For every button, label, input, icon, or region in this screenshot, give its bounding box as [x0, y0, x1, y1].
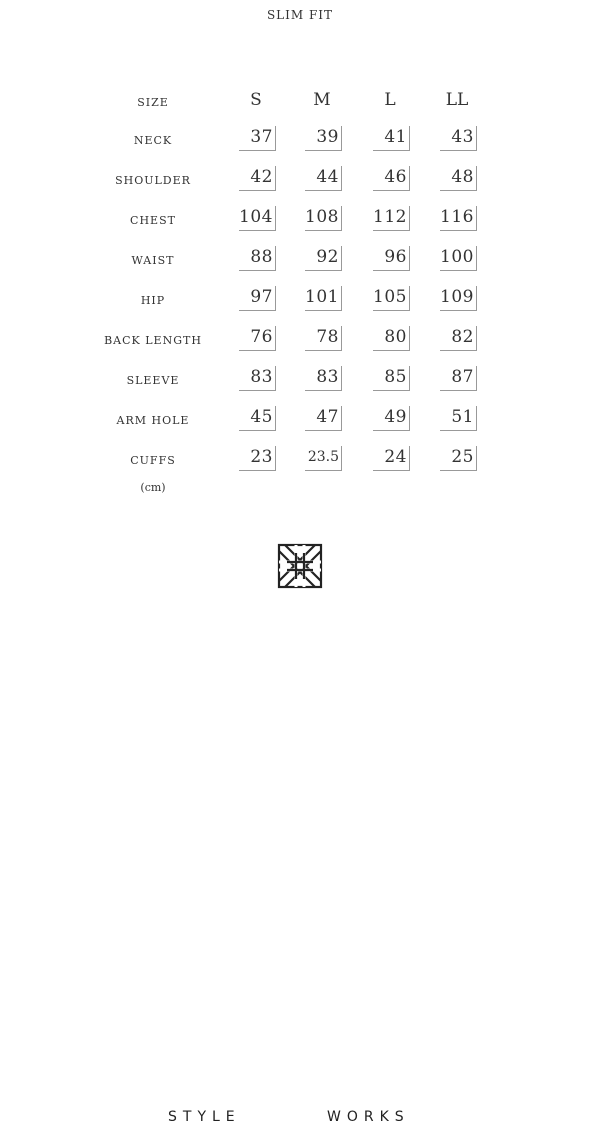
measurement-value: 83: [239, 366, 276, 391]
measurement-row: CUFFS 23 23.5 24 25: [0, 446, 600, 476]
measurement-label: SHOULDER: [115, 174, 191, 187]
size-ll: LL: [445, 90, 469, 110]
woven-cross-logo-icon: [277, 543, 323, 589]
brand-left: STYLE: [168, 1109, 241, 1125]
measurement-value: 83: [305, 366, 342, 391]
brand-right: WORKS: [327, 1109, 410, 1125]
size-header-label: SIZE: [137, 96, 169, 109]
measurement-value: 47: [305, 406, 342, 431]
measurement-label: SLEEVE: [126, 374, 180, 387]
measurement-value: 100: [440, 246, 477, 271]
chart-title: SLIM FIT: [266, 8, 334, 22]
measurement-value: 25: [440, 446, 477, 471]
measurement-value: 49: [373, 406, 410, 431]
measurement-value: 42: [239, 166, 276, 191]
measurement-value: 76: [239, 326, 276, 351]
measurement-value: 85: [373, 366, 410, 391]
measurement-value: 104: [239, 206, 276, 231]
measurement-value: 44: [305, 166, 342, 191]
measurement-value: 23.5: [305, 446, 342, 471]
measurement-label: HIP: [140, 294, 166, 307]
size-s: S: [250, 90, 262, 110]
measurement-row: NECK 37 39 41 43: [0, 126, 600, 156]
measurement-label: BACK LENGTH: [104, 334, 202, 347]
measurement-row: BACK LENGTH 76 78 80 82: [0, 326, 600, 356]
unit-label: (cm): [140, 481, 166, 494]
measurement-label: NECK: [133, 134, 173, 147]
measurement-value: 80: [373, 326, 410, 351]
measurement-label: ARM HOLE: [116, 414, 190, 427]
measurement-value: 48: [440, 166, 477, 191]
measurement-value: 45: [239, 406, 276, 431]
measurement-value: 41: [373, 126, 410, 151]
measurement-row: SHOULDER 42 44 46 48: [0, 166, 600, 196]
measurement-value: 109: [440, 286, 477, 311]
measurement-value: 88: [239, 246, 276, 271]
measurement-value: 105: [373, 286, 410, 311]
size-l: L: [384, 90, 396, 110]
measurement-row: SLEEVE 83 83 85 87: [0, 366, 600, 396]
measurement-value: 97: [239, 286, 276, 311]
measurement-value: 108: [305, 206, 342, 231]
measurement-value: 43: [440, 126, 477, 151]
measurement-value: 39: [305, 126, 342, 151]
measurement-value: 37: [239, 126, 276, 151]
measurement-row: HIP 97 101 105 109: [0, 286, 600, 316]
measurement-value: 78: [305, 326, 342, 351]
measurement-value: 23: [239, 446, 276, 471]
measurement-value: 87: [440, 366, 477, 391]
measurement-label: WAIST: [131, 254, 175, 267]
measurement-value: 92: [305, 246, 342, 271]
measurement-value: 46: [373, 166, 410, 191]
measurement-value: 101: [305, 286, 342, 311]
measurement-label: CHEST: [130, 214, 176, 227]
measurement-value: 51: [440, 406, 477, 431]
measurement-value: 82: [440, 326, 477, 351]
size-m: M: [313, 90, 331, 110]
measurement-row: ARM HOLE 45 47 49 51: [0, 406, 600, 436]
measurement-value: 112: [373, 206, 410, 231]
measurement-label: CUFFS: [130, 454, 176, 467]
measurement-value: 24: [373, 446, 410, 471]
measurement-value: 96: [373, 246, 410, 271]
measurement-value: 116: [440, 206, 477, 231]
brand-logo: STYLE WORKS: [0, 543, 600, 1125]
measurement-row: WAIST 88 92 96 100: [0, 246, 600, 276]
size-header-row: SIZE S M L LL: [0, 88, 600, 118]
measurement-row: CHEST 104 108 112 116: [0, 206, 600, 236]
